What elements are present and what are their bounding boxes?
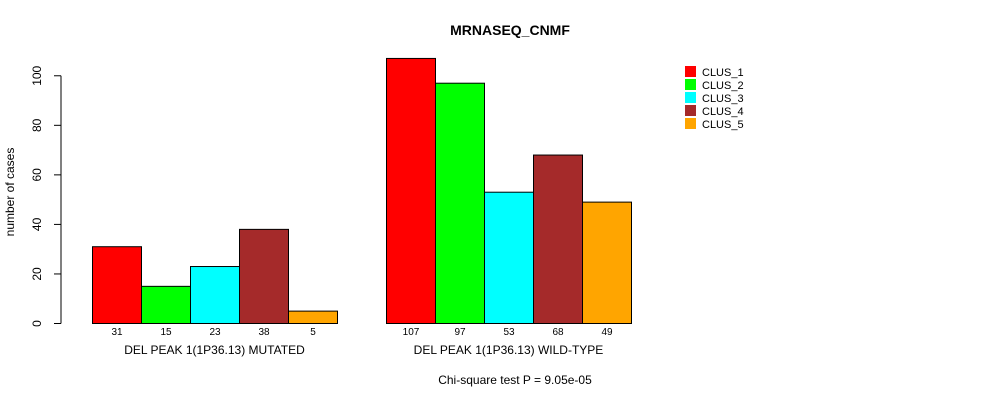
group-label-2: DEL PEAK 1(1P36.13) WILD-TYPE [414,343,604,357]
legend-swatch-3 [685,92,696,103]
bar-clus-3-group-2 [484,191,534,324]
bar-clus-4-group-2 [533,154,583,324]
bar-clus-1-group-1 [92,246,142,324]
bar-clus-2-group-1 [141,285,191,325]
legend-label-4: CLUS_4 [702,106,744,118]
legend-label-3: CLUS_3 [702,93,744,105]
bars [92,57,632,325]
bar-clus-2-group-2 [435,82,485,324]
bar-value-label: 5 [310,327,316,338]
bar-value-label: 31 [111,327,123,338]
bar-clus-5-group-1 [288,310,338,325]
bar-value-label: 23 [209,327,221,338]
legend-swatch-2 [685,79,696,90]
legend-label-1: CLUS_1 [702,67,744,79]
y-axis: 0 20 40 60 80 100 [30,65,62,327]
bar-value-label: 15 [160,327,172,338]
group-label-1: DEL PEAK 1(1P36.13) MUTATED [124,343,305,357]
bar-clus-4-group-1 [239,228,289,324]
y-tick-label: 100 [30,65,44,85]
y-tick-label: 0 [30,320,44,327]
group-labels: DEL PEAK 1(1P36.13) MUTATED DEL PEAK 1(1P… [124,343,603,357]
bar-clus-5-group-2 [582,201,632,324]
bar-value-label: 38 [258,327,270,338]
legend-label-2: CLUS_2 [702,80,744,92]
legend-swatch-4 [685,105,696,116]
y-tick-label: 60 [30,168,44,182]
bar-value-label: 68 [552,327,564,338]
bar-value-label: 107 [403,327,420,338]
chi-square-footnote: Chi-square test P = 9.05e-05 [438,373,592,387]
bar-clus-3-group-1 [190,266,240,325]
legend-swatch-5 [685,118,696,129]
y-tick-label: 40 [30,217,44,231]
chart-title: MRNASEQ_CNMF [450,22,570,38]
bar-value-labels: 31 15 23 38 5 107 97 53 68 49 [111,327,613,338]
y-axis-label: number of cases [3,148,17,237]
bar-value-label: 53 [503,327,515,338]
bar-value-label: 49 [601,327,613,338]
bar-value-label: 97 [454,327,466,338]
y-tick-label: 80 [30,118,44,132]
y-tick-label: 20 [30,267,44,281]
legend-label-5: CLUS_5 [702,119,744,131]
bar-clus-1-group-2 [386,57,436,324]
legend-swatch-1 [685,66,696,77]
